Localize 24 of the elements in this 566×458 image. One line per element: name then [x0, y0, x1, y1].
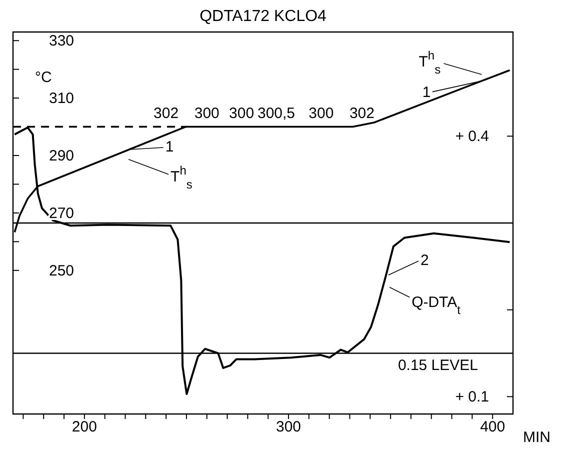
annotation: 300 [308, 104, 334, 122]
y-axis-title: °C [35, 69, 52, 86]
y-tick-label: 270 [49, 204, 74, 222]
y-tick-label: 330 [49, 32, 74, 50]
annotation: 2 [420, 252, 429, 269]
series-label: Q-DTA$_{t}$ [412, 294, 462, 318]
annotation: 300 [194, 104, 220, 122]
y-tick-label: 290 [49, 148, 74, 165]
y-tick-label: 310 [49, 90, 74, 108]
annotation: 302 [349, 104, 374, 122]
ref-line-label: 0.15 LEVEL [398, 357, 478, 374]
x-tick-label: 200 [72, 418, 97, 436]
y2-tick-label: + 0.4 [455, 128, 489, 146]
annotation: 302 [154, 104, 179, 122]
y2-tick-label: + 0.1 [455, 388, 489, 406]
annotation: 1 [165, 138, 174, 156]
x-axis-title: MIN [523, 429, 550, 446]
x-tick-label: 400 [480, 418, 506, 436]
chart-title: QDTA172 KCLO4 [198, 8, 328, 27]
y-tick-label: 250 [49, 262, 74, 280]
x-tick-label: 300 [276, 418, 302, 436]
annotation: 300,5 [257, 104, 296, 122]
annotation: 1 [422, 84, 431, 101]
annotation: 300 [229, 104, 254, 122]
